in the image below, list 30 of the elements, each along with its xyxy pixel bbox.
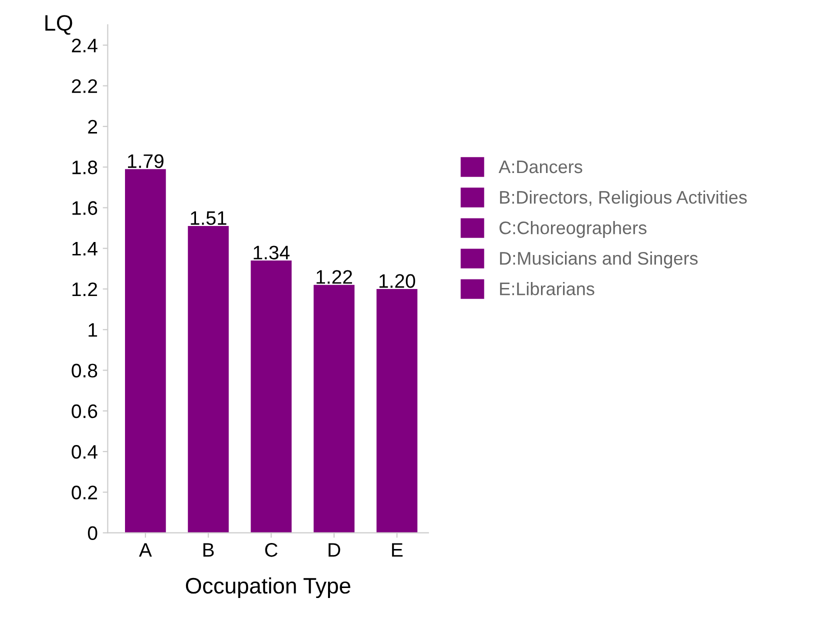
legend-label: C:Choreographers: [500, 220, 646, 238]
y-tick-label: 0: [88, 526, 98, 540]
y-tick-label: 2.2: [72, 79, 98, 93]
x-tick-label: E: [392, 543, 403, 557]
y-tick-label: 1.4: [72, 242, 98, 256]
data-label: 1.79: [128, 154, 164, 168]
y-tick-label: 1.2: [72, 282, 98, 296]
y-tick-label: 2.4: [72, 38, 98, 52]
x-tick-label: C: [265, 543, 278, 557]
data-label: 1.51: [190, 211, 226, 225]
legend-label: E:Librarians: [500, 282, 594, 296]
y-tick-label: 0.6: [72, 404, 98, 418]
data-label: 1.20: [380, 274, 416, 288]
data-label: 1.34: [254, 246, 290, 260]
y-tick-label: 1.6: [72, 201, 98, 215]
y-tick-label: 2: [88, 120, 98, 134]
legend-label: A:Dancers: [498, 160, 582, 174]
y-tick-label: 1: [88, 323, 98, 337]
y-tick-label: 0.4: [72, 445, 98, 459]
legend-label: D:Musicians and Singers: [500, 252, 698, 268]
y-tick-label: 0.2: [72, 486, 98, 500]
y-tick-label: 0.8: [72, 364, 98, 378]
x-tick-label: A: [138, 543, 152, 557]
y-tick-label: 1.8: [72, 160, 98, 174]
x-axis-title: Occupation Type: [186, 577, 350, 598]
y-axis-title: LQ: [45, 15, 72, 35]
data-label: 1.22: [316, 270, 352, 284]
x-tick-label: B: [203, 543, 214, 557]
legend-label: B:Directors, Religious Activities: [500, 190, 747, 208]
x-tick-label: D: [328, 543, 340, 557]
